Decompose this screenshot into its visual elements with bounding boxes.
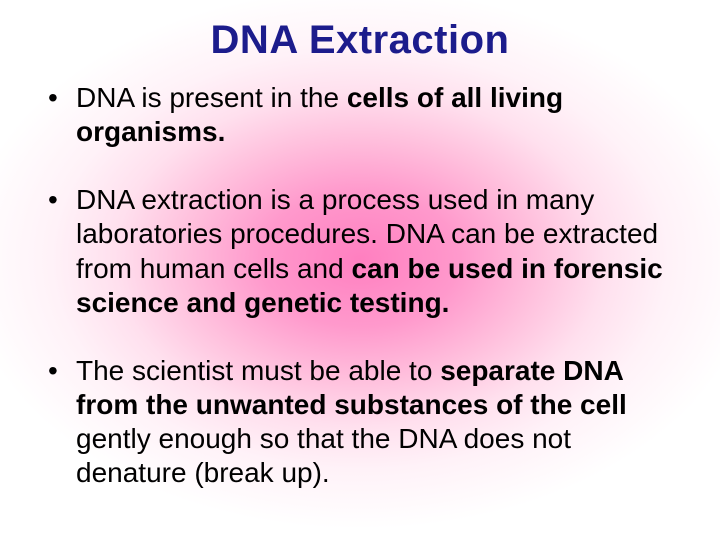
bullet-item: DNA extraction is a process used in many… <box>38 183 682 320</box>
text-run: The scientist must be able to <box>76 355 440 386</box>
slide-title: DNA Extraction <box>38 18 682 63</box>
text-run: gently enough so that the DNA does not d… <box>76 423 571 488</box>
text-run: DNA is present in the <box>76 82 347 113</box>
slide: DNA Extraction DNA is present in the cel… <box>0 0 720 540</box>
bullet-item: DNA is present in the cells of all livin… <box>38 81 682 149</box>
bullet-list: DNA is present in the cells of all livin… <box>38 81 682 491</box>
bullet-item: The scientist must be able to separate D… <box>38 354 682 491</box>
